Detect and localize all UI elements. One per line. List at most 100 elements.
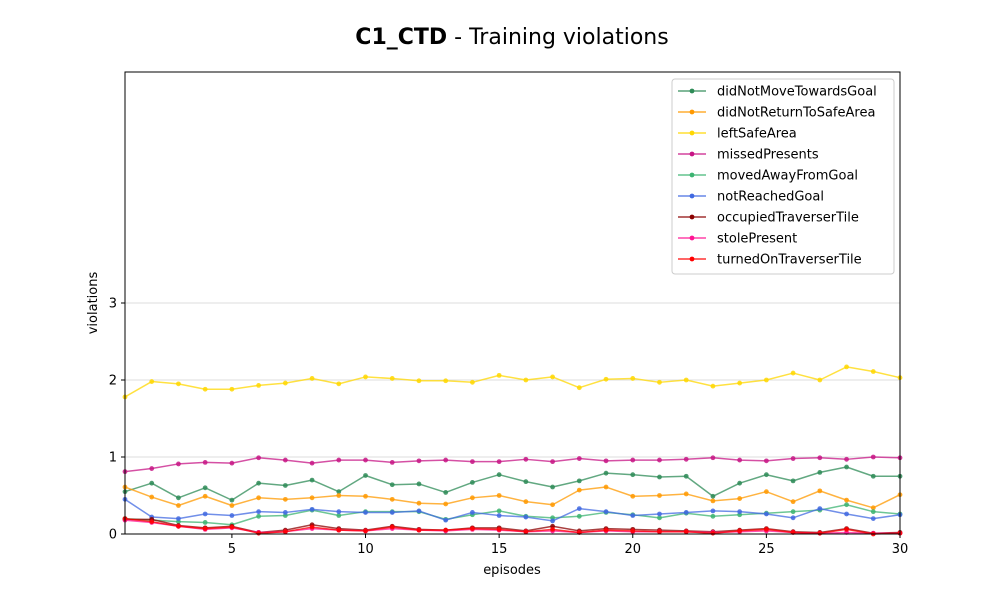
- data-point: [630, 472, 636, 478]
- legend-swatch-marker: [689, 151, 695, 157]
- data-point: [523, 479, 529, 485]
- data-point: [496, 493, 502, 498]
- data-point: [790, 478, 796, 484]
- series-line-leftSafeArea: [124, 366, 901, 398]
- legend-swatch-marker: [689, 214, 695, 220]
- series-notReachedGoal: [122, 496, 903, 524]
- x-tick-label: 20: [624, 542, 641, 557]
- x-tick-label: 10: [357, 542, 374, 557]
- series-line-missedPresents: [124, 456, 901, 473]
- data-point: [256, 513, 262, 519]
- data-point: [416, 458, 422, 464]
- data-point: [683, 473, 689, 479]
- data-point: [256, 480, 262, 486]
- data-point: [576, 456, 582, 461]
- chart-title-bold: C1_CTD: [355, 25, 447, 50]
- data-point: [416, 527, 422, 533]
- legend-label: movedAwayFromGoal: [717, 169, 858, 184]
- data-point: [630, 528, 636, 534]
- data-point: [576, 385, 582, 391]
- data-point: [790, 515, 796, 521]
- data-point: [443, 457, 449, 463]
- data-point: [229, 513, 235, 518]
- legend-label: missedPresents: [717, 148, 819, 163]
- legend-item: leftSafeArea: [678, 127, 797, 142]
- y-tick-label: 2: [109, 374, 117, 389]
- data-point: [282, 510, 288, 515]
- legend-swatch-marker: [689, 235, 695, 241]
- data-point: [149, 379, 155, 384]
- data-point: [576, 478, 582, 484]
- data-point: [790, 370, 796, 376]
- data-point: [790, 456, 796, 461]
- data-point: [176, 381, 181, 387]
- data-point: [389, 524, 395, 530]
- data-point: [657, 474, 662, 480]
- data-point: [523, 529, 529, 535]
- legend-swatch-marker: [689, 130, 695, 136]
- x-axis: 5 10 15 20 25 30: [228, 534, 908, 557]
- data-point: [470, 510, 475, 515]
- data-point: [470, 495, 475, 501]
- data-point: [657, 515, 662, 521]
- data-point: [336, 489, 342, 495]
- data-point: [229, 386, 235, 392]
- data-point: [550, 374, 555, 380]
- legend-swatch-marker: [689, 172, 695, 178]
- data-point: [202, 526, 208, 532]
- data-point: [176, 503, 181, 508]
- data-point: [737, 528, 743, 534]
- y-axis: 0 1 2 3: [109, 297, 125, 543]
- data-point: [710, 508, 716, 514]
- data-point: [416, 481, 422, 487]
- data-point: [683, 529, 689, 535]
- data-point: [336, 509, 342, 515]
- data-point: [416, 508, 422, 514]
- data-point: [576, 506, 582, 511]
- data-point: [844, 364, 849, 370]
- data-point: [496, 459, 502, 465]
- legend-item: stolePresent: [678, 232, 797, 247]
- data-point: [256, 530, 262, 536]
- data-point: [470, 526, 475, 532]
- legend-item: missedPresents: [678, 148, 819, 163]
- data-point: [363, 374, 368, 380]
- data-point: [870, 473, 876, 479]
- data-point: [202, 485, 208, 491]
- data-point: [470, 379, 475, 385]
- data-point: [229, 460, 235, 466]
- gridlines: [125, 302, 900, 535]
- data-point: [817, 530, 823, 536]
- data-point: [309, 477, 315, 483]
- data-point: [309, 460, 315, 466]
- data-point: [336, 381, 342, 387]
- data-point: [603, 376, 609, 382]
- data-point: [710, 530, 716, 536]
- series-line-notReachedGoal: [124, 498, 901, 522]
- data-point: [256, 495, 262, 501]
- legend-swatch-marker: [689, 256, 695, 262]
- data-point: [496, 372, 502, 378]
- data-point: [363, 493, 368, 499]
- data-point: [763, 377, 769, 383]
- data-point: [710, 455, 716, 461]
- data-point: [470, 480, 475, 485]
- data-point: [737, 496, 743, 501]
- x-axis-label: episodes: [483, 563, 541, 578]
- data-point: [817, 488, 823, 494]
- data-point: [603, 527, 609, 533]
- series-line-didNotMoveTowardsGoal: [124, 466, 900, 501]
- legend-label: didNotReturnToSafeArea: [717, 106, 875, 121]
- data-point: [603, 470, 609, 476]
- data-point: [309, 524, 315, 530]
- legend-label: notReachedGoal: [717, 190, 824, 205]
- x-tick-label: 15: [491, 542, 508, 557]
- x-tick-label: 25: [758, 542, 775, 557]
- data-point: [336, 457, 342, 463]
- legend-item: movedAwayFromGoal: [678, 169, 858, 184]
- data-point: [603, 458, 609, 464]
- data-point: [470, 459, 475, 465]
- data-point: [336, 513, 342, 518]
- data-point: [657, 511, 662, 517]
- data-point: [763, 511, 769, 517]
